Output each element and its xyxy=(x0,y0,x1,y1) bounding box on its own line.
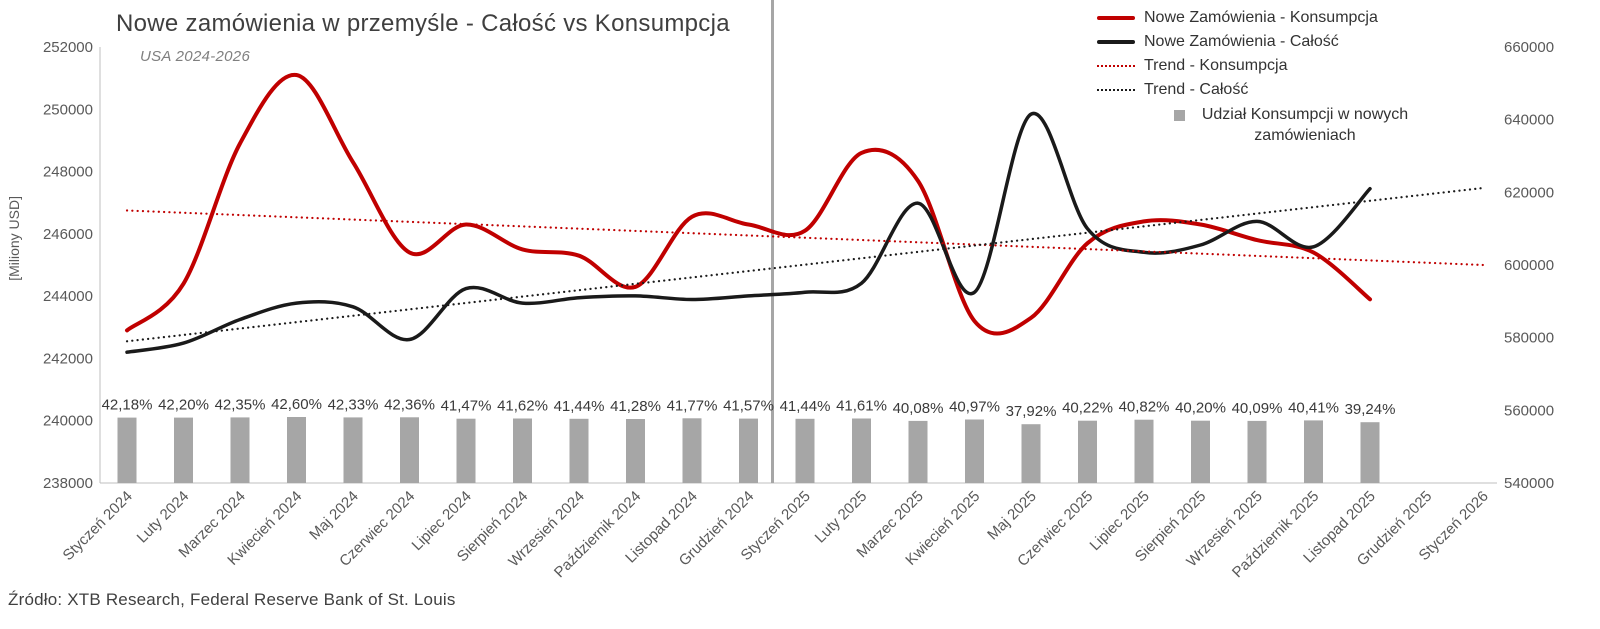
y-left-tick: 252000 xyxy=(43,39,93,56)
share-bar-label: 41,62% xyxy=(497,398,548,415)
share-bar xyxy=(569,418,589,483)
share-bar xyxy=(456,418,476,483)
red-line-swatch-icon xyxy=(1097,15,1135,20)
share-bar-label: 42,36% xyxy=(384,396,435,413)
share-bar xyxy=(795,418,815,483)
share-bar xyxy=(513,418,532,483)
share-bar-label: 40,41% xyxy=(1288,399,1339,416)
share-bar xyxy=(1304,420,1323,483)
share-bar xyxy=(626,419,645,483)
legend-label: Nowe Zamówienia - Całość xyxy=(1144,32,1339,50)
y-right-tick: 640000 xyxy=(1504,112,1554,129)
share-bar xyxy=(739,418,758,483)
trend-line xyxy=(125,209,1485,267)
legend-label: Udział Konsumpcji w nowych zamówieniach xyxy=(1201,106,1409,144)
share-bars: 42,18% 42,20% 42,35% 42,60% 42,33% 42,36% 41,4… xyxy=(102,396,1396,483)
y-left-tick: 238000 xyxy=(43,475,93,492)
share-bar-label: 41,44% xyxy=(554,398,605,415)
trend-line xyxy=(125,186,1485,343)
share-bar-label: 37,92% xyxy=(1006,403,1057,420)
share-bar-label: 40,97% xyxy=(949,399,1000,416)
share-bar xyxy=(1134,419,1154,483)
share-bar-label: 39,24% xyxy=(1345,401,1396,418)
share-bar-label: 42,20% xyxy=(158,397,209,414)
x-tick: Maj 2024 xyxy=(306,488,362,544)
y-right-tick: 600000 xyxy=(1504,257,1554,274)
share-bar-label: 41,77% xyxy=(667,397,718,414)
share-bar xyxy=(1021,424,1041,483)
source-note: Źródło: XTB Research, Federal Reserve Ba… xyxy=(8,590,456,609)
share-bar-label: 41,44% xyxy=(780,398,831,415)
share-bar-label: 41,61% xyxy=(836,398,887,415)
share-bar-label: 41,47% xyxy=(441,398,492,415)
series-line xyxy=(125,111,1372,354)
legend-item-trend-konsumpcja: Trend - Konsumpcja xyxy=(1097,54,1416,77)
share-bar-label: 42,60% xyxy=(271,396,322,413)
share-bar-label: 40,09% xyxy=(1232,400,1283,417)
axis-tick-labels: 238000 240000 242000 244000 246000 248000 2500… xyxy=(43,39,1554,492)
share-bar-label: 40,82% xyxy=(1119,399,1170,416)
gray-square-swatch-icon xyxy=(1174,110,1185,121)
share-bar xyxy=(174,417,193,483)
chart-subtitle: USA 2024-2026 xyxy=(140,48,251,65)
y-right-tick: 580000 xyxy=(1504,330,1554,347)
y-left-tick: 242000 xyxy=(43,350,93,367)
share-bar xyxy=(965,419,984,483)
share-bar-label: 40,20% xyxy=(1175,400,1226,417)
share-bar-label: 42,33% xyxy=(328,396,379,413)
y-left-tick: 250000 xyxy=(43,101,93,118)
legend-item-calosc: Nowe Zamówienia - Całość xyxy=(1097,30,1416,53)
legend-label: Trend - Całość xyxy=(1144,80,1249,98)
y-left-tick: 240000 xyxy=(43,413,93,430)
share-bar-label: 40,08% xyxy=(893,400,944,417)
y-right-tick: 620000 xyxy=(1504,184,1554,201)
red-dotted-swatch-icon xyxy=(1097,64,1135,67)
share-bar xyxy=(852,418,871,483)
share-bar-label: 41,57% xyxy=(723,398,774,415)
legend-item-udzial: Udział Konsumpcji w nowych zamówieniach xyxy=(1097,105,1416,147)
legend-label: Trend - Konsumpcja xyxy=(1144,56,1288,74)
share-bar xyxy=(1078,420,1097,483)
share-bar xyxy=(682,418,702,483)
share-bar xyxy=(908,420,928,483)
legend: Nowe Zamówienia - Konsumpcja Nowe Zamówi… xyxy=(1097,6,1416,147)
y-left-tick: 244000 xyxy=(43,288,93,305)
share-bar-label: 40,22% xyxy=(1062,400,1113,417)
share-bar xyxy=(343,417,363,483)
left-axis-caption: [Miliony USD] xyxy=(6,196,22,281)
x-tick: Maj 2025 xyxy=(984,488,1040,544)
y-right-tick: 660000 xyxy=(1504,39,1554,56)
legend-item-konsumpcja: Nowe Zamówienia - Konsumpcja xyxy=(1097,6,1416,29)
series-line xyxy=(125,72,1372,336)
share-bar xyxy=(1360,422,1380,483)
share-bar xyxy=(1247,420,1267,483)
share-bar-label: 42,35% xyxy=(215,396,266,413)
black-dotted-swatch-icon xyxy=(1097,88,1135,91)
share-bar-label: 41,28% xyxy=(610,398,661,415)
share-bar xyxy=(117,417,137,483)
y-right-tick: 540000 xyxy=(1504,475,1554,492)
y-left-tick: 248000 xyxy=(43,164,93,181)
legend-item-trend-calosc: Trend - Całość xyxy=(1097,78,1416,101)
share-bar xyxy=(230,417,250,483)
share-bar xyxy=(287,417,306,483)
chart-title: Nowe zamówienia w przemyśle - Całość vs … xyxy=(116,10,730,37)
x-tick: Styczeń 2024 xyxy=(60,488,136,564)
y-left-tick: 246000 xyxy=(43,226,93,243)
share-bar-label: 42,18% xyxy=(102,397,153,414)
legend-label: Nowe Zamówienia - Konsumpcja xyxy=(1144,8,1378,26)
share-bar xyxy=(1191,420,1210,483)
year-separator-line xyxy=(771,0,774,483)
black-line-swatch-icon xyxy=(1097,39,1135,44)
x-tick: Luty 2025 xyxy=(812,488,871,547)
y-right-tick: 560000 xyxy=(1504,402,1554,419)
share-bar xyxy=(400,417,419,483)
series-lines xyxy=(125,72,1485,354)
x-tick: Luty 2024 xyxy=(134,488,193,547)
